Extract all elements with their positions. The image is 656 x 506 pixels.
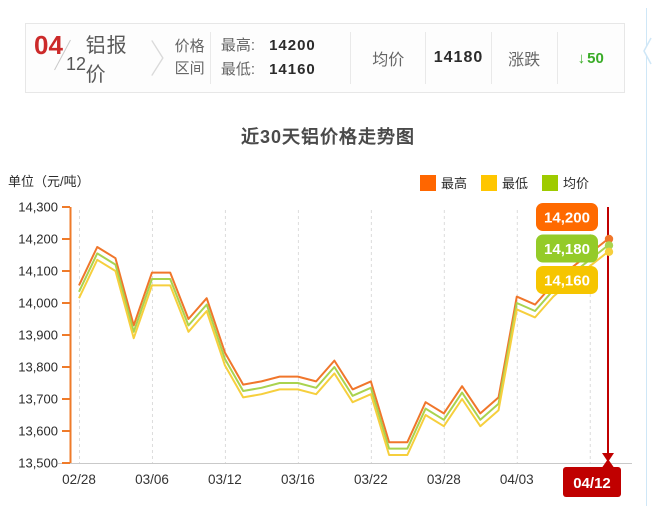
chart-legend: 最高 最低 均价 [420, 173, 603, 192]
high-value: 14200 [269, 37, 316, 54]
legend-swatch-low [481, 174, 498, 191]
x-tick-label: 03/12 [208, 472, 242, 487]
y-axis-unit-label: 单位（元/吨） [8, 174, 90, 189]
series-end-dot [604, 247, 614, 256]
y-tick-label: 13,700 [18, 392, 58, 407]
divider [209, 32, 211, 84]
product-name: 铝报价 [85, 35, 128, 86]
end-value-badge-text: 14,180 [544, 241, 590, 258]
y-tick-label: 14,200 [18, 232, 58, 247]
price-range-label: 价格 区间 [174, 38, 205, 77]
quote-header-bar: 04 12 铝报价 价格 区间 最高: 14200 最低: 14160 均 [25, 23, 625, 93]
x-tick-label: 03/16 [281, 472, 315, 487]
change-label: 涨跌 [508, 52, 541, 69]
date-day: 12 [66, 54, 87, 74]
end-value-badge-text: 14,160 [544, 273, 590, 290]
date-month: 04 [34, 30, 63, 60]
end-value-badge [536, 203, 598, 231]
x-tick-label: 03/28 [427, 472, 461, 487]
highlight-date-badge [563, 467, 621, 497]
low-label: 最低: [220, 61, 256, 78]
chart-svg: 14,300 14,200 14,100 14,000 13,900 13,800 13,7… [18, 200, 632, 497]
collapse-chevron-icon[interactable] [642, 36, 652, 66]
quote-date: 04 12 [32, 24, 86, 92]
x-tick-label: 04/03 [500, 472, 534, 487]
divider [350, 32, 352, 84]
date-badge-pointer-icon [601, 459, 615, 469]
price-trend-chart: 14,300 14,200 14,100 14,000 13,900 13,800 13,7… [0, 196, 656, 506]
y-tick-label: 13,600 [18, 424, 58, 439]
avg-value: 14180 [433, 49, 484, 66]
divider [425, 32, 427, 84]
series-line-最低 [78, 251, 609, 456]
series-end-dot [604, 234, 614, 244]
y-tick-label: 13,800 [18, 360, 58, 375]
divider [556, 32, 558, 84]
legend-item-avg: 均价 [542, 173, 589, 192]
legend-swatch-high [420, 174, 436, 191]
panel-rail [646, 8, 647, 506]
end-value-badge [536, 234, 598, 263]
chart-title: 近30天铝价格走势图 [240, 127, 416, 147]
series-end-dot [604, 241, 614, 250]
low-value: 14160 [269, 61, 316, 78]
y-tick-label: 13,900 [18, 328, 58, 343]
chevron-right-icon [150, 40, 164, 76]
end-value-badge-text: 14,200 [544, 210, 590, 227]
highlight-line-arrow-icon [602, 453, 614, 462]
high-label: 最高: [220, 37, 256, 54]
legend-item-high: 最高 [420, 173, 467, 192]
legend-item-low: 最低 [481, 173, 528, 192]
x-tick-label: 03/06 [135, 472, 169, 487]
x-tick-label: 03/22 [354, 472, 388, 487]
high-low-cell: 最高: 14200 最低: 14160 [211, 24, 350, 92]
legend-swatch-avg [542, 174, 559, 191]
x-tick-label: 02/28 [62, 472, 96, 487]
series-line-均价 [78, 244, 609, 450]
y-tick-label: 14,100 [18, 264, 58, 279]
change-value: 50 [587, 49, 604, 67]
y-tick-label: 13,500 [18, 456, 58, 471]
highlight-date-badge-text: 04/12 [573, 475, 611, 492]
y-tick-label: 14,300 [18, 200, 58, 215]
avg-label: 均价 [372, 52, 405, 69]
down-arrow-icon: ↓ [577, 49, 586, 67]
y-tick-label: 14,000 [18, 296, 58, 311]
end-value-badge [536, 266, 598, 294]
change-value-cell: ↓ 50 [557, 24, 624, 92]
divider [490, 32, 492, 84]
series-line-最高 [78, 238, 609, 444]
